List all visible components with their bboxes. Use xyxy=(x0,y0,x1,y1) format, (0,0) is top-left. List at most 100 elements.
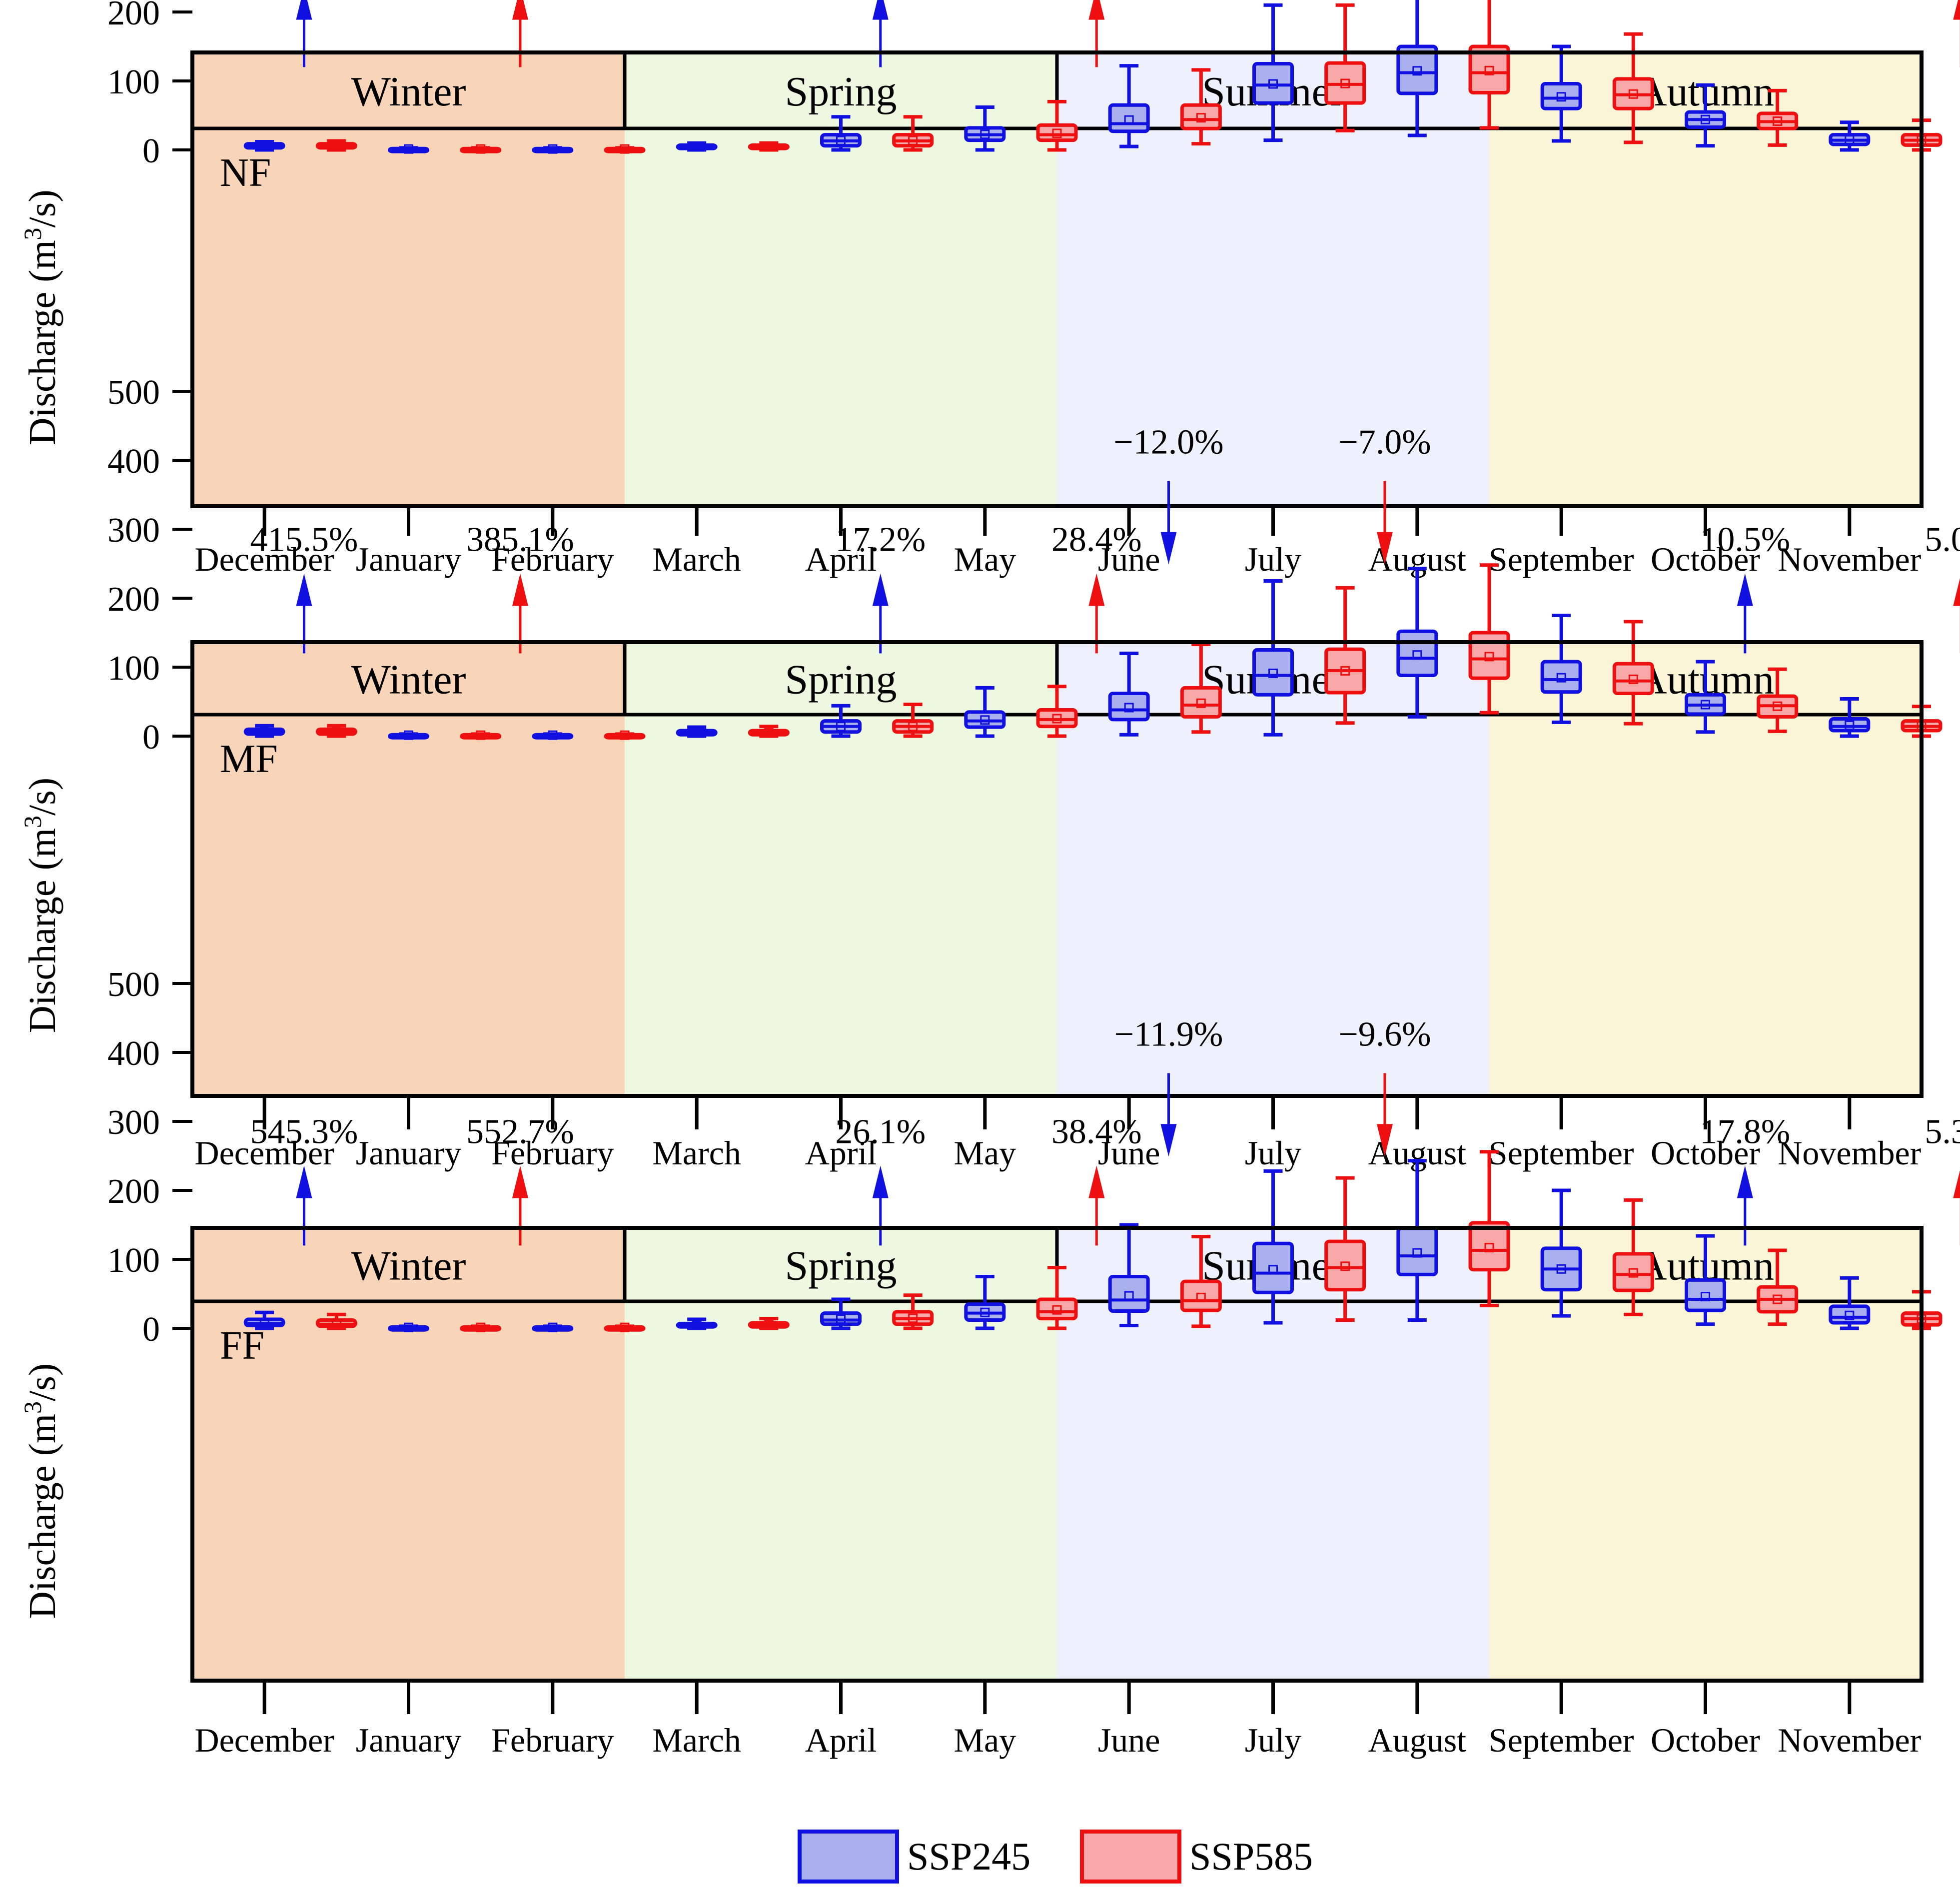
box-ssp585-january xyxy=(460,730,502,740)
change-label: 17.8% xyxy=(1700,1113,1790,1151)
box-body xyxy=(1252,1241,1294,1294)
mean-marker xyxy=(1845,135,1855,145)
season-label-spring: Spring xyxy=(785,68,897,115)
season-label-spring: Spring xyxy=(785,657,897,703)
box-ssp585-march xyxy=(748,725,790,738)
legend-item-ssp245: SSP245 xyxy=(798,1830,1030,1884)
mean-marker xyxy=(620,730,630,740)
box-body xyxy=(1396,629,1438,678)
mean-marker xyxy=(1484,652,1494,662)
change-annotation: 271.5% xyxy=(512,0,528,67)
y-tick-label: 200 xyxy=(107,1172,160,1211)
x-tick-label-november: November xyxy=(1778,540,1921,578)
y-tick-label: 100 xyxy=(107,63,160,101)
mean-marker xyxy=(404,144,413,154)
mean-marker xyxy=(259,1318,269,1328)
arrow-down-icon xyxy=(1160,532,1177,565)
x-tick-label-september: September xyxy=(1489,1721,1634,1759)
box-ssp245-september xyxy=(1540,1188,1582,1318)
box-ssp245-march xyxy=(676,725,718,738)
box-ssp585-june xyxy=(1180,68,1222,146)
box-ssp245-january xyxy=(388,1322,429,1332)
mean-marker xyxy=(1556,92,1566,102)
box-ssp585-december xyxy=(315,724,357,738)
box-body xyxy=(1180,1279,1222,1312)
box-ssp585-march xyxy=(748,141,790,152)
mean-marker xyxy=(1773,701,1783,711)
panel-mf: WinterSpringSummerAutumnMF01002003004005… xyxy=(18,373,1960,1172)
change-annotation: 17.2% xyxy=(835,521,926,654)
mean-marker xyxy=(1628,1268,1638,1278)
arrow-up-icon xyxy=(1953,0,1960,20)
mean-marker xyxy=(548,1322,558,1332)
x-tick-label-march: March xyxy=(652,1721,741,1759)
mean-marker xyxy=(908,135,918,145)
plot-frame xyxy=(190,1226,1924,1683)
box-body xyxy=(1180,103,1222,130)
legend: SSP245 SSP585 xyxy=(798,1830,1313,1884)
mean-marker xyxy=(692,1320,702,1330)
legend-swatch xyxy=(798,1830,899,1884)
change-annotation: −11.9% xyxy=(1114,1015,1223,1157)
change-annotation: 28.4% xyxy=(1051,521,1142,654)
box-ssp245-december xyxy=(243,139,285,152)
arrow-down-icon xyxy=(1160,1124,1177,1157)
x-tick-label-february: February xyxy=(491,1134,614,1172)
season-label-winter: Winter xyxy=(351,657,466,703)
mean-marker xyxy=(1052,714,1062,724)
box-ssp245-october xyxy=(1685,83,1726,148)
x-tick-label-july: July xyxy=(1245,1721,1301,1759)
box-ssp245-march xyxy=(676,141,718,152)
change-annotation: 10.5% xyxy=(1700,521,1790,654)
mean-marker xyxy=(1484,65,1494,75)
y-tick-label: 500 xyxy=(107,373,160,412)
mean-marker xyxy=(1412,66,1422,76)
mean-marker xyxy=(908,1313,918,1323)
box-body xyxy=(1540,82,1582,110)
box-ssp245-april xyxy=(820,1297,862,1330)
x-tick-label-october: October xyxy=(1651,1134,1760,1172)
change-annotation: 263.1% xyxy=(296,0,312,67)
change-annotation: 415.5% xyxy=(250,521,358,654)
mean-marker xyxy=(692,142,702,152)
plot-frame xyxy=(190,640,1924,1098)
box-ssp245-november xyxy=(1829,120,1871,152)
box-ssp245-august xyxy=(1396,1159,1438,1322)
arrow-up-icon xyxy=(512,0,528,20)
mean-marker xyxy=(908,722,918,732)
box-body xyxy=(1468,631,1510,680)
mean-marker xyxy=(692,728,702,738)
mean-marker xyxy=(1196,1292,1206,1302)
mean-marker xyxy=(331,727,341,737)
x-tick-label-october: October xyxy=(1651,1721,1760,1759)
mean-marker xyxy=(331,1318,341,1328)
x-tick-label-september: September xyxy=(1489,1134,1634,1172)
x-tick-label-october: October xyxy=(1651,540,1760,578)
y-tick-label: 200 xyxy=(107,0,160,32)
x-tick-label-november: November xyxy=(1778,1134,1921,1172)
mean-marker xyxy=(259,727,269,737)
mean-marker xyxy=(1196,113,1206,123)
arrow-up-icon xyxy=(512,1165,528,1198)
x-tick-label-may: May xyxy=(954,1721,1016,1759)
arrow-up-icon xyxy=(872,573,889,606)
x-tick-label-march: March xyxy=(652,1134,741,1172)
mean-marker xyxy=(1124,703,1134,713)
mean-marker xyxy=(476,730,486,740)
change-annotation: 27.9% xyxy=(1088,0,1105,67)
arrow-up-icon xyxy=(1737,573,1753,606)
change-label: 17.2% xyxy=(835,521,926,559)
mean-marker xyxy=(1412,1248,1422,1258)
mean-marker xyxy=(476,1322,486,1332)
mean-marker xyxy=(259,141,269,151)
change-annotation: 5.3% xyxy=(1925,1113,1960,1246)
box-body xyxy=(1252,648,1294,697)
change-label: 385.1% xyxy=(466,521,574,559)
box-ssp245-june xyxy=(1108,64,1150,148)
change-annotation: 26.1% xyxy=(835,1113,926,1246)
arrow-up-icon xyxy=(1953,578,1960,606)
box-ssp245-february xyxy=(532,144,574,154)
y-tick-label: 100 xyxy=(107,1241,160,1280)
box-ssp245-july xyxy=(1252,579,1294,737)
